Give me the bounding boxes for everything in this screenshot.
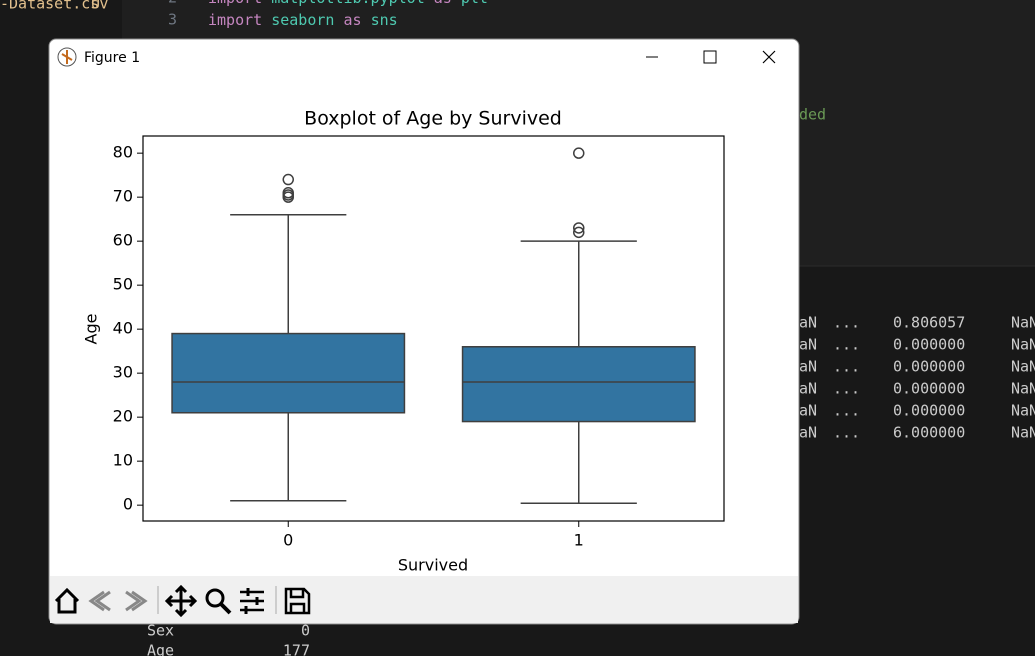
pan-button[interactable] bbox=[164, 584, 198, 618]
terminal-cell: 0.000000 bbox=[893, 380, 965, 398]
outlier bbox=[573, 147, 585, 159]
configure-knobs bbox=[244, 588, 259, 614]
close-button[interactable] bbox=[762, 50, 776, 64]
y-tick-label: 50 bbox=[113, 275, 133, 294]
terminal-cell: NaN bbox=[1011, 402, 1035, 420]
save-button[interactable] bbox=[284, 587, 311, 615]
y-tick-label: 20 bbox=[113, 407, 133, 426]
terminal-cell: ... bbox=[833, 336, 860, 354]
outlier bbox=[282, 173, 294, 186]
plot-frame bbox=[142, 135, 725, 522]
file-status: U bbox=[91, 0, 100, 13]
x-tick-label: 0 bbox=[283, 531, 293, 550]
alias: plt bbox=[461, 0, 488, 7]
window-frame bbox=[48, 38, 800, 625]
terminal-cell: NaN bbox=[1011, 358, 1035, 376]
y-tick-label: 0 bbox=[123, 495, 133, 514]
terminal-cell: ... bbox=[833, 402, 860, 420]
x-axis-label: Survived bbox=[398, 556, 468, 575]
y-tick-label: 10 bbox=[113, 451, 133, 470]
app-icon-glyph bbox=[61, 50, 73, 64]
back-button[interactable] bbox=[88, 590, 111, 612]
terminal-cell: aN bbox=[799, 380, 817, 398]
configure-button[interactable] bbox=[240, 590, 264, 612]
code-line: import matplotlib.pyplot as plt bbox=[208, 0, 488, 7]
forward-button[interactable] bbox=[125, 590, 148, 612]
home-button[interactable] bbox=[54, 587, 80, 614]
toolbar bbox=[50, 576, 798, 623]
terminal-cell: 0.806057 bbox=[893, 314, 965, 332]
terminal-output: aN... 0.806057 NaN aN... 0.000000 NaN aN... 0.0… bbox=[147, 314, 1035, 656]
figure-window: Figure 1 bbox=[48, 38, 800, 625]
x-tick-label: 1 bbox=[574, 531, 584, 550]
count-label: Sex bbox=[147, 622, 174, 640]
zoom-handle bbox=[219, 602, 232, 615]
terminal-cell: NaN bbox=[1011, 380, 1035, 398]
y-tick-label: 60 bbox=[113, 231, 133, 250]
count-label: Age bbox=[147, 642, 174, 656]
line-number: 2 bbox=[168, 0, 177, 7]
y-tick-label: 40 bbox=[113, 319, 133, 338]
y-tick-label: 70 bbox=[113, 187, 133, 206]
outlier bbox=[282, 187, 294, 199]
terminal-cell: 0.000000 bbox=[893, 358, 965, 376]
terminal-cell: 0.000000 bbox=[893, 402, 965, 420]
code-line: import seaborn as sns bbox=[208, 11, 398, 29]
terminal-cell: aN bbox=[799, 358, 817, 376]
keyword: import bbox=[208, 0, 262, 7]
window-title: Figure 1 bbox=[84, 50, 140, 66]
box bbox=[171, 332, 406, 414]
terminal-cell: NaN bbox=[1011, 424, 1035, 442]
count-value: 177 bbox=[283, 642, 310, 656]
terminal-cell: NaN bbox=[1011, 336, 1035, 354]
outlier bbox=[573, 226, 585, 239]
alias: sns bbox=[371, 11, 398, 29]
maximize-button[interactable] bbox=[703, 50, 717, 64]
terminal-cell: aN bbox=[799, 314, 817, 332]
terminal-cell: 6.000000 bbox=[893, 424, 965, 442]
count-value: 0 bbox=[301, 622, 310, 640]
keyword: as bbox=[343, 11, 361, 29]
terminal-cell: aN bbox=[799, 424, 817, 442]
code-comment: ded bbox=[799, 106, 826, 124]
module: seaborn bbox=[271, 11, 334, 29]
module: matplotlib.pyplot bbox=[271, 0, 425, 7]
y-tick-label: 80 bbox=[113, 143, 133, 162]
keyword: as bbox=[434, 0, 452, 7]
outlier bbox=[573, 222, 585, 234]
line-number: 3 bbox=[168, 11, 177, 29]
chart: Boxplot of Age by Survived Survived Age … bbox=[82, 108, 725, 575]
terminal-cell: ... bbox=[833, 380, 860, 398]
file-name[interactable]: -Dataset.csv bbox=[0, 0, 108, 13]
terminal-cell: ... bbox=[833, 314, 860, 332]
terminal-cell: aN bbox=[799, 402, 817, 420]
terminal-cell: 0.000000 bbox=[893, 336, 965, 354]
box bbox=[461, 346, 696, 423]
terminal-cell: ... bbox=[833, 424, 860, 442]
keyword: import bbox=[208, 11, 262, 29]
y-tick-label: 30 bbox=[113, 363, 133, 382]
terminal-cell: ... bbox=[833, 358, 860, 376]
zoom-button[interactable] bbox=[205, 588, 225, 608]
terminal-cell: aN bbox=[799, 336, 817, 354]
chart-title: Boxplot of Age by Survived bbox=[304, 108, 562, 130]
y-axis-label: Age bbox=[82, 314, 101, 345]
terminal-cell: NaN bbox=[1011, 314, 1035, 332]
